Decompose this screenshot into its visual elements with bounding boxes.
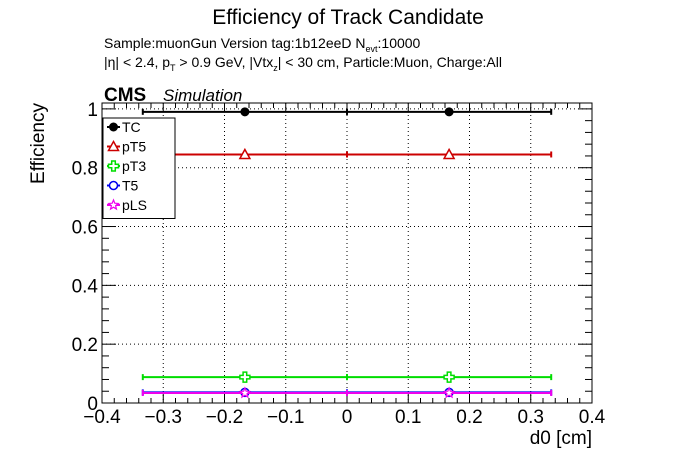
x-axis-label: d0 [cm] [530,428,592,449]
legend-label: pLS [122,197,147,213]
legend-entry-pT3: pT3 [107,158,146,174]
chart-subtitle-line1: Sample:muonGun Version tag:1b12eeD Nevt:… [104,35,421,54]
legend-entry-T5: T5 [107,178,139,194]
x-tick-label: −0.4 [83,407,121,428]
chart-subtitle-line2: |η| < 2.4, pT > 0.9 GeV, |Vtxz| < 30 cm,… [104,54,502,73]
data-point [239,371,251,383]
subtitle2-p2: > 0.9 GeV, |Vtx [176,54,274,70]
y-tick-label: 0.6 [72,218,98,239]
subtitle2-p1: |η| < 2.4, p [104,54,170,70]
legend-label: TC [122,119,141,135]
legend-marker [108,180,119,191]
y-tick-label: 0 [87,394,98,415]
x-tick-label: −0.2 [206,407,244,428]
data-series [141,107,553,399]
legend-label: pT3 [122,158,146,174]
data-point [240,107,250,117]
legend-marker [107,160,120,172]
y-tick-label: 0.4 [72,276,99,297]
data-point [238,386,252,399]
y-tick-label: 0.8 [72,159,98,180]
legend-entry-TC: TC [107,119,141,135]
legend-marker [107,139,120,152]
legend-entry-pT5: pT5 [107,139,146,155]
y-axis-label: Efficiency [28,103,49,184]
x-tick-label: −0.3 [144,407,182,428]
series-pLS [141,386,553,399]
data-point [442,147,456,160]
subtitle1-text: Sample:muonGun Version tag:1b12eeD N [104,35,366,51]
x-tick-label: 0.4 [579,407,606,428]
subtitle1-suffix: :10000 [378,35,421,51]
legend-label: pT5 [122,139,146,155]
y-tick-label: 1 [87,100,98,121]
x-tick-label: 0.1 [395,407,421,428]
data-point [442,386,456,399]
subtitle2-sub2: z [273,63,278,73]
simulation-label: Simulation [163,86,242,105]
legend-marker [107,198,120,211]
legend: TC pT5 pT3 T5 pLS [102,117,176,219]
data-point [444,107,454,117]
x-tick-label: 0.2 [456,407,482,428]
x-tick-label: 0 [342,407,353,428]
x-tick-label: 0.3 [518,407,544,428]
subtitle2-sub1: T [170,63,176,73]
axis-tick-labels: −0.4 −0.3 −0.2 −0.1 0 0.1 0.2 0.3 0.4 0 0.2 0.4 0.6 0… [72,100,606,428]
plot-frame [101,102,593,404]
series-pT3 [141,371,553,383]
chart-title: Efficiency of Track Candidate [212,6,484,29]
data-point [443,371,455,383]
data-point [238,147,252,160]
legend-entry-pLS: pLS [107,197,147,213]
legend-label: T5 [122,178,139,194]
y-tick-label: 0.2 [72,335,98,356]
series-TC [141,107,553,117]
legend-marker [109,122,118,132]
subtitle2-p3: | < 30 cm, Particle:Muon, Charge:All [278,54,502,70]
subtitle1-sub: evt [366,44,379,54]
x-tick-label: −0.1 [267,407,305,428]
cms-label: CMS [104,85,146,106]
series-pT5 [141,147,553,160]
